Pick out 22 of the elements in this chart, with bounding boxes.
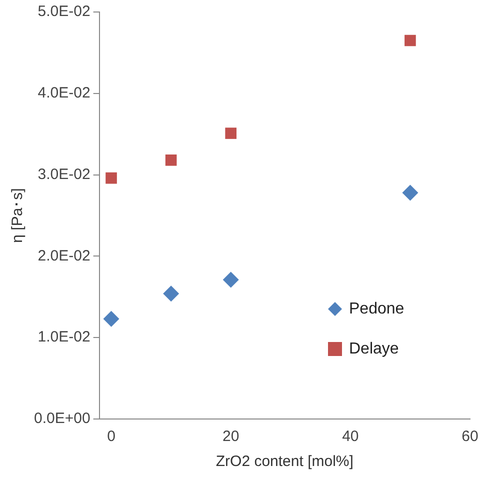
x-tick-label: 0 xyxy=(107,428,116,446)
y-axis-title: η [Pa･s] xyxy=(9,188,26,243)
y-tick-label: 5.0E-02 xyxy=(38,3,90,20)
point xyxy=(163,286,180,302)
point xyxy=(165,154,177,166)
point xyxy=(402,184,418,201)
y-tick-label: 3.0E-02 xyxy=(38,166,90,183)
point xyxy=(404,34,416,46)
x-axis-title: ZrO2 content [mol%] xyxy=(216,453,354,470)
point xyxy=(225,128,236,139)
y-tick-label: 2.0E-02 xyxy=(38,247,90,264)
y-tick-label: 1.0E-02 xyxy=(38,328,90,346)
y-tick-label: 4.0E-02 xyxy=(38,84,90,102)
x-tick-label: 20 xyxy=(222,428,240,446)
point xyxy=(106,172,117,184)
point xyxy=(103,310,120,327)
legend-label: Pedone xyxy=(349,300,404,318)
point xyxy=(222,272,239,288)
x-tick-label: 60 xyxy=(462,428,478,446)
y-tick-label: 0.0E+00 xyxy=(34,410,90,428)
legend-label: Delaye xyxy=(349,340,399,358)
x-tick-label: 40 xyxy=(342,428,359,446)
